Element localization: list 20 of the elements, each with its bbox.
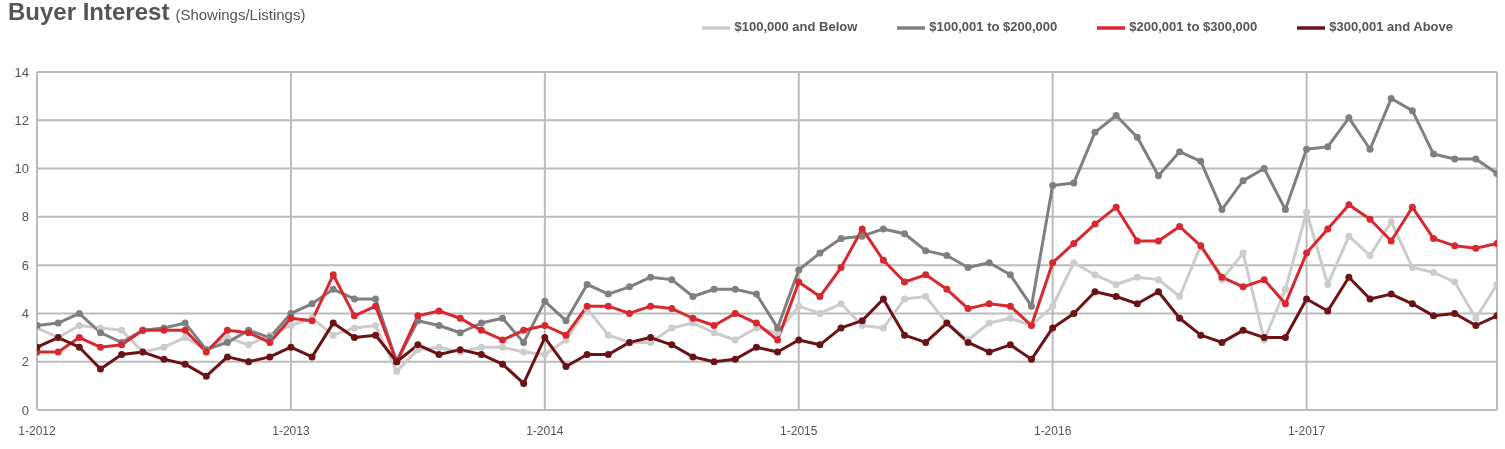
y-tick-label: 10 [14, 161, 29, 177]
y-tick-label: 14 [14, 64, 29, 80]
chart-title: Buyer Interest [8, 0, 170, 25]
y-tick-label: 4 [21, 306, 29, 322]
y-tick-label: 6 [21, 257, 29, 273]
x-tick-label: 1-2017 [1287, 423, 1326, 438]
legend-label: $200,001 to $300,000 [1129, 19, 1258, 35]
x-tick-label: 1-2013 [272, 423, 310, 438]
y-tick-label: 12 [14, 112, 29, 128]
y-tick-label: 8 [21, 209, 29, 225]
legend-label: $100,000 and Below [734, 19, 858, 35]
x-tick-label: 1-2016 [1033, 423, 1072, 438]
y-tick-label: 2 [21, 354, 29, 370]
legend-label: $300,001 and Above [1329, 19, 1453, 35]
legend-label: $100,001 to $200,000 [929, 19, 1058, 35]
x-tick-label: 1-2014 [526, 423, 564, 438]
x-tick-label: 1-2015 [780, 423, 818, 438]
y-tick-label: 0 [21, 402, 29, 418]
x-tick-label: 1-2012 [18, 423, 56, 438]
chart-subtitle: (Showings/Listings) [175, 6, 306, 23]
